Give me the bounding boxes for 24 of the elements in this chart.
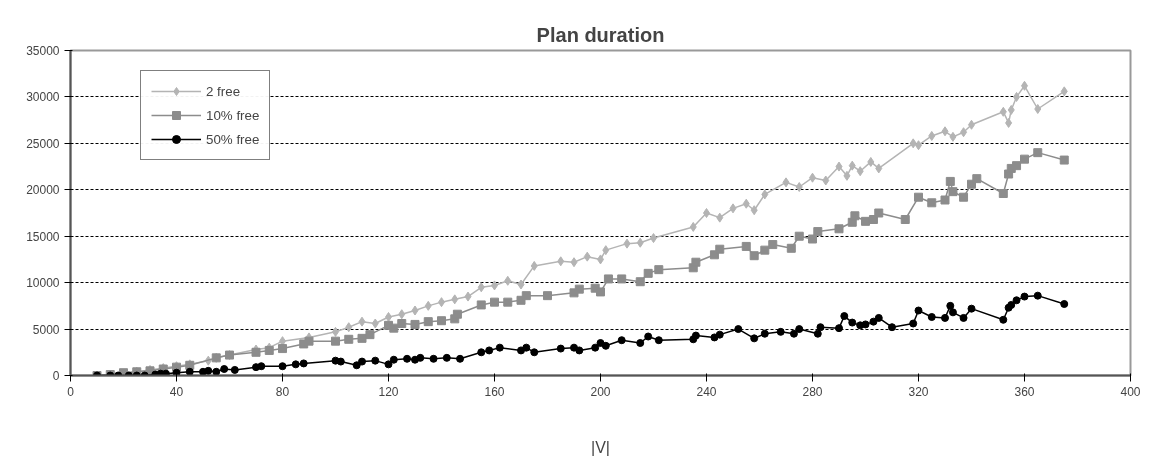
legend-label: 50% free (206, 131, 260, 147)
y-tick-label: 5000 (32, 322, 60, 337)
y-tick-label: 30000 (26, 90, 60, 105)
y-tick-label: 20000 (26, 183, 60, 198)
x-tick-label: 40 (169, 384, 184, 399)
x-tick-label: 400 (1120, 384, 1141, 399)
x-tick-label: 280 (802, 384, 823, 399)
legend-label: 10% free (206, 107, 260, 123)
x-tick-label: 80 (275, 384, 290, 399)
y-tick-label: 0 (52, 369, 60, 383)
y-tick-label: 15000 (26, 229, 60, 244)
y-tick-label: 25000 (26, 136, 60, 151)
y-tick-label: 35000 (26, 44, 60, 58)
legend-label: 2 free (206, 83, 241, 99)
x-tick-label: 360 (1014, 384, 1035, 399)
x-tick-label: 200 (590, 384, 611, 399)
x-tick-label: 240 (696, 384, 717, 399)
x-tick-label: 0 (67, 384, 75, 399)
y-tick-label: 10000 (26, 276, 60, 291)
chart-title: Plan duration (536, 23, 665, 46)
x-tick-label: 320 (908, 384, 929, 399)
x-axis-title: |V| (591, 438, 610, 456)
x-tick-label: 120 (378, 384, 399, 399)
x-tick-label: 160 (484, 384, 505, 399)
